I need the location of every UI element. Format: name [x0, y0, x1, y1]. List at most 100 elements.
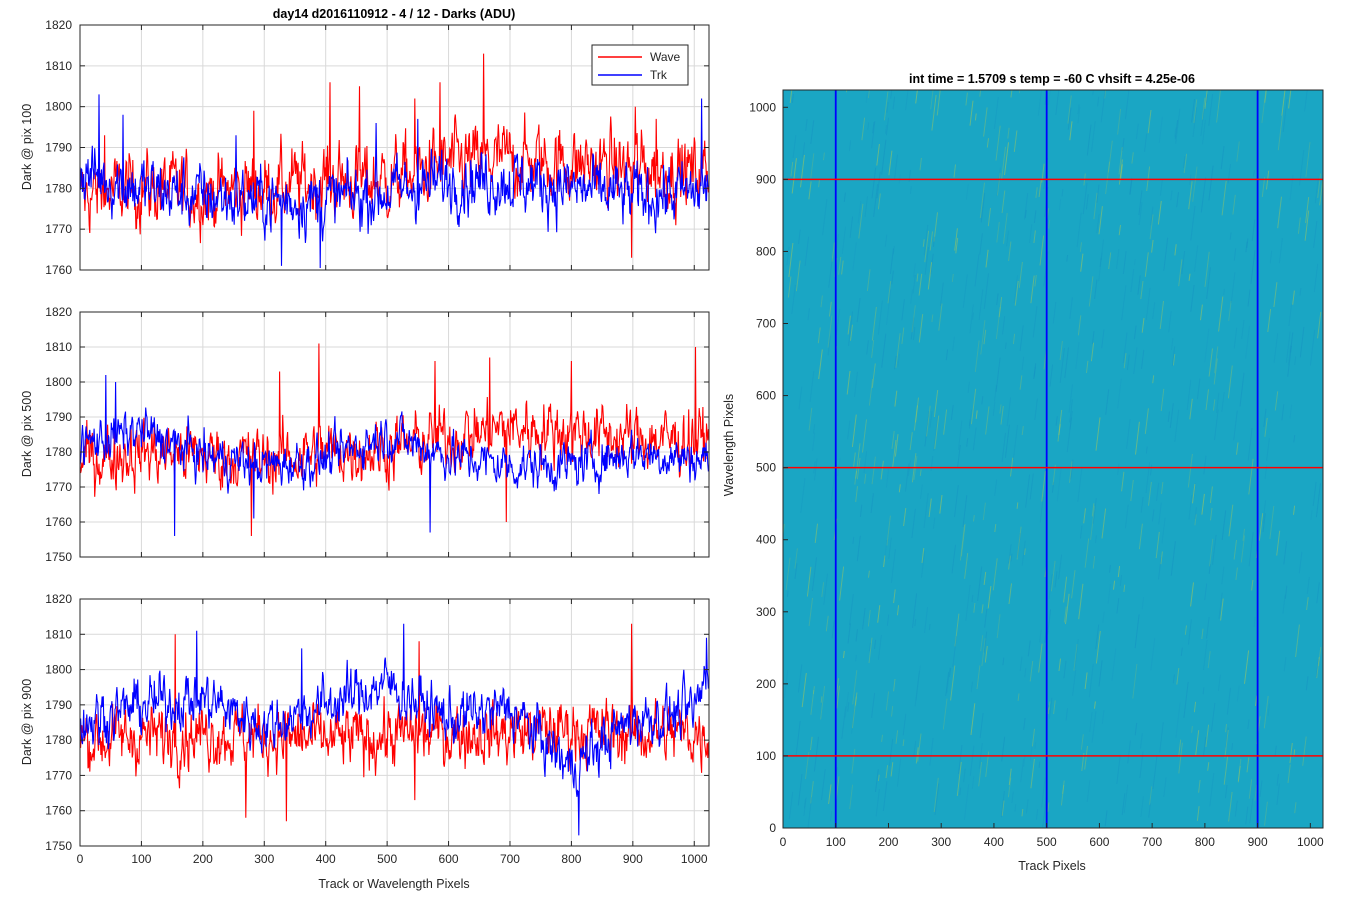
- heatmap-streak: [992, 558, 998, 591]
- heatmap-streak: [1048, 701, 1051, 710]
- heatmap-streak: [994, 385, 997, 402]
- heatmap-streak: [963, 768, 966, 783]
- heatmap-streak: [1131, 152, 1134, 164]
- heatmap-streak: [959, 787, 962, 796]
- heatmap-streak: [917, 733, 922, 762]
- heatmap-streak: [1144, 252, 1149, 277]
- heatmap-streak: [949, 667, 952, 677]
- y-tick-label: 1780: [45, 445, 72, 459]
- heatmap-streak: [1020, 758, 1025, 783]
- heatmap-streak: [969, 304, 974, 334]
- heatmap-streak: [892, 96, 896, 110]
- heatmap-streak: [1285, 331, 1291, 363]
- heatmap-streak: [1205, 724, 1210, 747]
- heatmap-streak: [1192, 166, 1198, 202]
- heatmap-streak: [1196, 378, 1201, 400]
- heatmap-streak: [965, 92, 968, 106]
- heatmap-streak: [1223, 288, 1225, 296]
- heatmap-streak: [1281, 90, 1286, 116]
- heatmap-streak: [1159, 179, 1163, 196]
- heatmap-streak: [1188, 273, 1191, 281]
- heatmap-streak: [1024, 668, 1027, 678]
- heatmap-streak: [1041, 777, 1046, 808]
- heatmap-streak: [993, 96, 999, 129]
- heatmap-streak: [1017, 693, 1020, 701]
- heatmap-streak: [928, 624, 931, 631]
- heatmap-streak: [856, 457, 861, 480]
- heatmap-streak: [1140, 281, 1144, 300]
- heatmap-streak: [1150, 206, 1154, 226]
- heatmap-streak: [977, 566, 983, 602]
- heatmap-streak: [1105, 389, 1110, 415]
- heatmap-streak: [803, 797, 807, 816]
- heatmap-streak: [1245, 325, 1250, 359]
- x-tick-label: 700: [500, 852, 520, 866]
- heatmap-streak: [1175, 702, 1181, 738]
- heatmap-streak: [957, 420, 963, 450]
- y-tick-label: 1760: [45, 263, 72, 277]
- heatmap-streak: [1313, 263, 1319, 293]
- heatmap-streak: [1180, 647, 1183, 657]
- heatmap-streak: [968, 419, 971, 426]
- heatmap-streak: [940, 282, 944, 307]
- heatmap-streak: [933, 777, 939, 813]
- heatmap-streak: [1123, 784, 1129, 814]
- heatmap-streak: [958, 745, 963, 774]
- heatmap-streak: [1084, 538, 1090, 568]
- heatmap-streak: [969, 100, 974, 126]
- heatmap-streak: [963, 784, 970, 820]
- heatmap-streak: [1030, 275, 1035, 304]
- heatmap-streak: [1248, 531, 1254, 567]
- heatmap-streak: [1092, 555, 1096, 569]
- heatmap-streak: [911, 508, 916, 539]
- heatmap-streak: [1188, 181, 1193, 210]
- heatmap-streak: [1052, 301, 1057, 324]
- heatmap-streak: [829, 301, 832, 317]
- heatmap-streak: [1019, 375, 1023, 390]
- heatmap-streak: [952, 636, 957, 668]
- heatmap-streak: [798, 386, 803, 410]
- heatmap-streak: [913, 740, 917, 757]
- heatmap-streak: [1068, 384, 1073, 413]
- heatmap-streak: [865, 92, 868, 103]
- heatmap-streak: [959, 524, 966, 561]
- heatmap-streak: [1158, 502, 1162, 525]
- heatmap-streak: [1181, 251, 1186, 275]
- heatmap-streak: [1237, 758, 1242, 781]
- heatmap-streak: [1281, 404, 1285, 421]
- heatmap-streak: [1247, 289, 1251, 307]
- heatmap-streak: [1293, 435, 1296, 443]
- heatmap-streak: [1071, 570, 1076, 599]
- heatmap-streak: [876, 143, 880, 166]
- series-line-wave: [79, 343, 709, 537]
- heatmap-streak: [1067, 107, 1072, 130]
- heatmap-streak: [1096, 184, 1100, 204]
- heatmap-streak: [1058, 198, 1062, 211]
- heatmap-streak: [1127, 740, 1131, 764]
- series-line-trk: [79, 623, 709, 836]
- heatmap-streak: [965, 584, 971, 621]
- heatmap-streak: [1172, 354, 1176, 366]
- heatmap-streak: [1241, 319, 1245, 339]
- heatmap-streak: [915, 397, 919, 423]
- series-layer: [79, 623, 709, 836]
- heatmap-streak: [791, 284, 796, 315]
- heatmap-streak: [1078, 583, 1084, 620]
- heatmap-streak: [1288, 304, 1292, 327]
- heatmap-streak: [1208, 94, 1214, 126]
- heatmap-streak: [1228, 791, 1233, 822]
- heatmap-streak: [1242, 528, 1245, 541]
- heatmap-streak: [930, 90, 934, 110]
- heatmap-streak: [790, 161, 794, 177]
- heatmap-streak: [994, 479, 998, 496]
- heatmap-streak: [980, 635, 984, 652]
- heatmap-streak: [1035, 809, 1039, 820]
- heatmap-streak: [813, 424, 816, 434]
- heatmap-streak: [921, 548, 925, 563]
- heatmap-streak: [1299, 326, 1305, 358]
- y-tick-label: 700: [756, 317, 776, 331]
- heatmap-streak: [960, 523, 966, 557]
- heatmap-streak: [1123, 353, 1127, 369]
- heatmap-streak: [1098, 660, 1103, 687]
- heatmap-streak: [803, 799, 806, 809]
